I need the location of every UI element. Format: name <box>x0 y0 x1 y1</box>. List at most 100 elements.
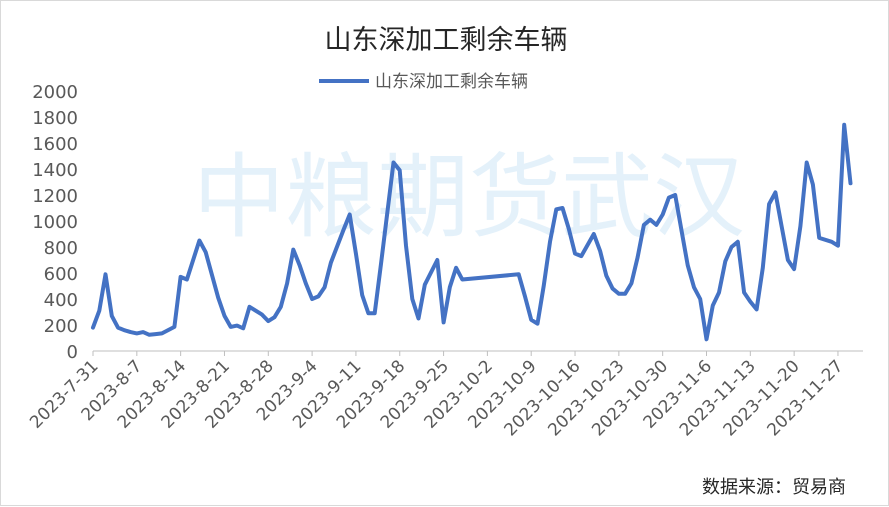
data-point <box>241 326 245 330</box>
data-point <box>260 313 264 317</box>
data-point <box>441 320 446 324</box>
data-point <box>723 259 727 263</box>
data-point <box>667 196 671 200</box>
data-point <box>848 181 853 185</box>
data-point <box>110 314 114 318</box>
data-point <box>360 293 364 297</box>
data-point <box>548 240 552 244</box>
data-point <box>379 262 383 266</box>
data-point <box>216 296 220 300</box>
data-point <box>266 319 270 323</box>
data-point <box>116 326 120 330</box>
data-point <box>423 283 427 287</box>
data-point <box>235 324 239 328</box>
data-point <box>592 232 596 236</box>
data-point <box>767 202 771 206</box>
data-point <box>122 328 126 332</box>
data-point <box>185 277 189 282</box>
data-point <box>648 218 652 222</box>
x-axis-ticks: 2023-7-312023-8-72023-8-142023-8-212023-… <box>26 356 847 440</box>
data-point <box>391 160 396 165</box>
data-point <box>642 223 646 227</box>
data-point <box>229 325 233 329</box>
legend-label: 山东深加工剩余车辆 <box>375 72 528 92</box>
data-point <box>91 326 95 330</box>
data-point <box>629 281 633 285</box>
data-point <box>792 267 796 271</box>
data-point <box>272 315 277 319</box>
chart-title: 山东深加工剩余车辆 <box>325 25 568 56</box>
data-point <box>673 193 677 197</box>
data-point <box>842 123 846 127</box>
data-point <box>398 168 402 172</box>
data-point <box>711 303 715 308</box>
data-point <box>830 240 834 244</box>
data-point <box>573 251 577 256</box>
data-point <box>354 251 358 256</box>
data-point <box>103 272 108 276</box>
y-tick-label: 1400 <box>32 160 78 181</box>
y-tick-label: 200 <box>44 316 78 337</box>
data-point <box>736 240 740 244</box>
data-point <box>836 244 840 248</box>
data-point <box>366 311 371 315</box>
data-point <box>654 223 659 227</box>
data-point <box>742 290 746 295</box>
data-point <box>404 244 408 248</box>
data-point <box>222 314 227 318</box>
data-point <box>554 207 558 211</box>
data-point <box>754 307 759 311</box>
data-point <box>729 245 734 249</box>
y-tick-label: 1200 <box>32 186 78 207</box>
data-point <box>773 190 777 194</box>
y-tick-label: 1800 <box>32 108 78 129</box>
data-point <box>567 227 571 231</box>
data-point <box>416 316 421 321</box>
data-point <box>310 297 314 301</box>
data-point <box>373 311 377 315</box>
data-point <box>97 309 101 313</box>
data-point <box>598 249 602 253</box>
data-point <box>435 258 439 262</box>
data-point <box>623 292 627 296</box>
data-point <box>316 294 320 298</box>
data-point <box>686 263 690 267</box>
y-tick-label: 800 <box>44 238 78 259</box>
data-point <box>285 281 289 285</box>
data-point <box>204 250 208 254</box>
data-point <box>761 266 765 270</box>
data-point <box>780 224 784 228</box>
data-point <box>535 322 540 326</box>
data-point <box>297 263 302 267</box>
series-layer <box>91 122 853 342</box>
data-point <box>748 300 752 304</box>
data-point <box>636 255 640 259</box>
data-point <box>160 331 164 336</box>
data-point <box>179 275 183 279</box>
watermark-text: 中粮期货武汉 <box>193 144 745 251</box>
data-point <box>341 228 346 232</box>
source-note: 数据来源：贸易商 <box>702 477 846 498</box>
legend: 山东深加工剩余车辆 <box>319 72 528 92</box>
y-axis-ticks: 0 200 400 600 800 1000 1200 1400 1600 1800 2000 <box>32 82 78 363</box>
data-point <box>617 292 621 296</box>
data-point <box>560 206 565 210</box>
data-point <box>811 183 815 187</box>
data-point <box>661 212 665 217</box>
data-point <box>529 318 533 322</box>
data-point <box>460 277 464 282</box>
x-axis <box>92 350 863 356</box>
y-tick-label: 400 <box>44 290 78 311</box>
data-point <box>291 248 295 252</box>
data-point <box>410 297 414 301</box>
data-point <box>604 274 608 278</box>
data-point <box>798 224 802 228</box>
data-point <box>786 258 790 262</box>
data-point <box>147 333 151 337</box>
y-tick-label: 1600 <box>32 134 78 155</box>
data-point <box>348 212 352 217</box>
data-point <box>172 325 176 329</box>
data-point <box>247 305 252 309</box>
data-point <box>692 285 696 289</box>
